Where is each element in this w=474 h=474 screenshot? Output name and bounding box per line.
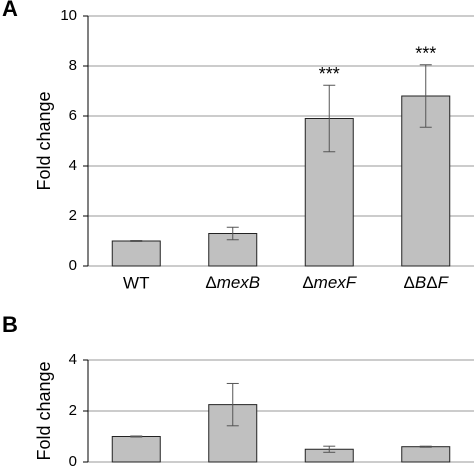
bar: [401, 446, 451, 463]
y-tick-label: 6: [69, 107, 77, 124]
error-bar: [130, 435, 143, 438]
error-bar: [130, 240, 143, 242]
error-bar: [323, 84, 336, 153]
y-tick-label: 4: [69, 157, 77, 174]
y-tick-label: 4: [69, 351, 77, 368]
panel-label: A: [2, 0, 18, 21]
bar: [111, 436, 161, 463]
bar: [111, 240, 161, 267]
error-bar: [226, 382, 239, 427]
significance: ***: [319, 64, 340, 84]
significance: ***: [415, 44, 436, 64]
x-tick-label: ΔmexB: [205, 273, 260, 292]
y-tick-label: 0: [69, 257, 77, 274]
y-tick-label: 2: [69, 402, 77, 419]
error-bar: [226, 226, 239, 241]
y-axis-label: Fold change: [34, 91, 54, 190]
bar: [208, 233, 258, 267]
y-tick-label: 0: [69, 453, 77, 470]
error-bar: [323, 445, 336, 453]
y-tick-label: 8: [69, 57, 77, 74]
y-tick-label: 10: [60, 7, 77, 24]
x-tick-label: WT: [123, 273, 149, 292]
error-bar: [419, 64, 432, 128]
y-axis-label: Fold change: [34, 361, 54, 460]
error-bar: [419, 445, 432, 448]
x-tick-label: ΔBΔF: [404, 273, 450, 292]
x-tick-label: ΔmexF: [302, 273, 357, 292]
y-tick-label: 2: [69, 207, 77, 224]
panel-label: B: [2, 312, 18, 337]
